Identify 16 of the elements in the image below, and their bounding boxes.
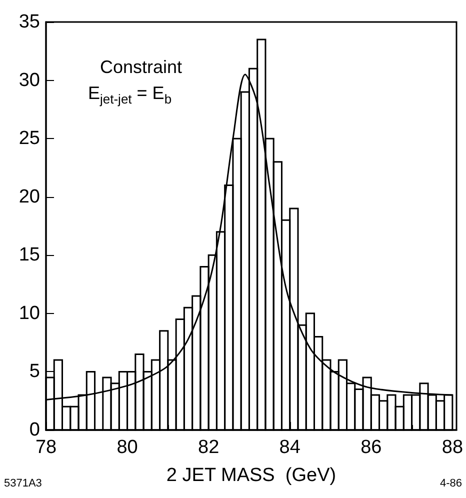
text: 4-86	[440, 478, 462, 490]
text: 5371A3	[4, 478, 42, 490]
annotation: Constraint	[100, 57, 182, 77]
y-tick-label: 5	[29, 361, 40, 382]
x-tick-label: 80	[116, 437, 138, 458]
y-tick-label: 25	[18, 128, 40, 150]
x-tick-label: 84	[279, 437, 301, 458]
x-axis-title: 2 JET MASS (GeV)	[166, 465, 336, 486]
y-tick-label: 10	[18, 302, 40, 324]
y-tick-label: 30	[18, 70, 40, 91]
y-tick-label: 15	[18, 244, 40, 266]
y-tick-label: 20	[18, 186, 40, 208]
x-tick-label: 86	[360, 437, 382, 458]
x-tick-label: 88	[442, 437, 464, 458]
x-tick-label: 82	[198, 437, 220, 458]
y-tick-label: 35	[18, 12, 40, 32]
